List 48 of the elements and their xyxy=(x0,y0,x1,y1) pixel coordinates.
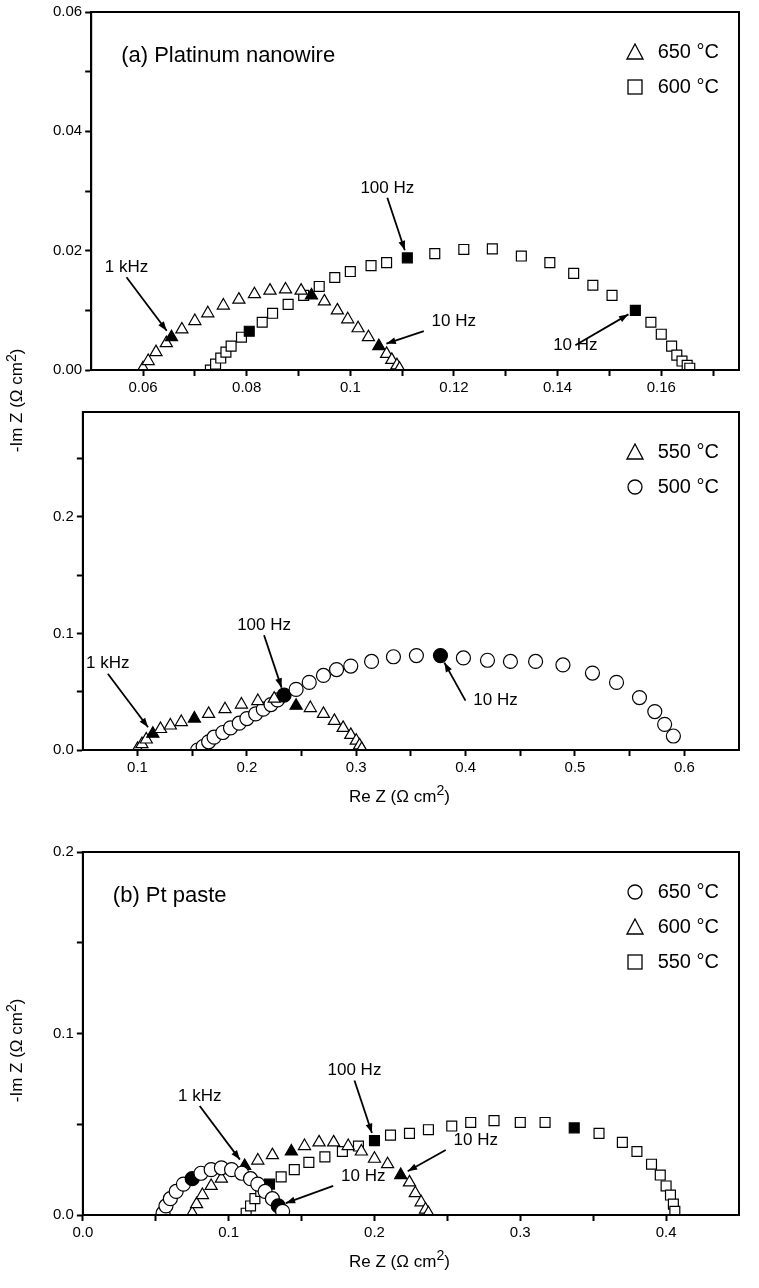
x-tick-label: 0.6 xyxy=(673,758,695,776)
x-axis-title: Re Z (Ω cm$^{2}$) xyxy=(348,1247,451,1272)
annotation: 10 Hz xyxy=(453,1129,498,1149)
x-tick-label: 0.4 xyxy=(455,758,477,776)
y-tick-label: 0.04 xyxy=(52,121,83,139)
legend-label: 500 °C xyxy=(657,475,719,498)
y-tick-label: 0.1 xyxy=(52,1023,74,1041)
annotation: 1 kHz xyxy=(86,653,130,673)
x-tick-label: 0.16 xyxy=(646,378,676,396)
annotation: 100 Hz xyxy=(360,177,415,197)
x-tick-label: 0.14 xyxy=(543,378,573,396)
y-tick-label: 0.2 xyxy=(52,842,74,860)
annotation: 10 Hz xyxy=(431,310,477,330)
x-axis-title: Re Z (Ω cm$^{2}$) xyxy=(348,782,451,807)
x-tick-label: 0.1 xyxy=(127,758,148,776)
x-tick-label: 0.4 xyxy=(655,1223,677,1241)
x-tick-label: 0.3 xyxy=(345,758,367,776)
legend-label: 550 °C xyxy=(657,440,719,463)
annotation: 10 Hz xyxy=(341,1165,386,1185)
x-tick-label: 0.1 xyxy=(218,1223,240,1241)
y-tick-label: 0.1 xyxy=(52,623,74,641)
y-tick-label: 0.0 xyxy=(52,740,74,758)
y-tick-label: 0.2 xyxy=(52,507,74,525)
text: (b) Pt paste xyxy=(112,882,227,907)
x-tick-label: 0.1 xyxy=(339,378,361,396)
y-tick-label: 0.0 xyxy=(52,1205,74,1223)
x-tick-label: 0.0 xyxy=(72,1223,94,1241)
x-tick-label: 0.2 xyxy=(236,758,258,776)
x-tick-label: 0.5 xyxy=(564,758,586,776)
annotation: 1 kHz xyxy=(104,256,149,276)
legend-label: 550 °C xyxy=(657,950,719,973)
text: (a) Platinum nanowire xyxy=(121,42,336,67)
y-tick-label: 0.02 xyxy=(52,240,83,258)
annotation: 1 kHz xyxy=(177,1085,222,1105)
legend-label: 600 °C xyxy=(657,915,719,938)
legend-label: 650 °C xyxy=(657,40,719,63)
x-tick-label: 0.3 xyxy=(509,1223,531,1241)
x-tick-label: 0.06 xyxy=(128,378,158,396)
y-tick-label: 0.00 xyxy=(52,360,83,378)
annotation: 10 Hz xyxy=(473,690,518,710)
y-tick-label: 0.06 xyxy=(52,2,83,20)
legend-label: 600 °C xyxy=(657,75,719,98)
x-tick-label: 0.12 xyxy=(439,378,469,396)
annotation: 100 Hz xyxy=(327,1060,382,1080)
x-tick-label: 0.08 xyxy=(232,378,262,396)
x-tick-label: 0.2 xyxy=(364,1223,385,1241)
annotation: 100 Hz xyxy=(237,614,292,634)
legend-label: 650 °C xyxy=(657,880,719,903)
